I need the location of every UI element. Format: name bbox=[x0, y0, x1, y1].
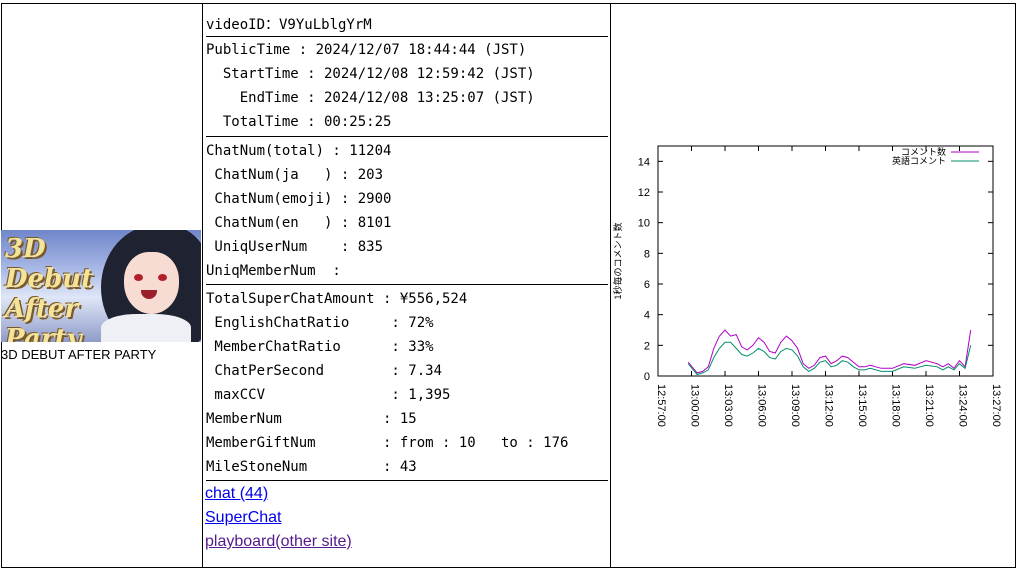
x-tick-label: 13:00:00 bbox=[689, 384, 701, 427]
english-chat-ratio: EnglishChatRatio : 72% bbox=[206, 315, 434, 331]
video-id: videoID：V9YuLblgYrM bbox=[206, 17, 372, 33]
chat-num-total: ChatNum(total) : 11204 bbox=[206, 143, 392, 159]
series-line-1 bbox=[687, 329, 972, 374]
total-superchat-amount: TotalSuperChatAmount : ¥556,524 bbox=[206, 291, 468, 307]
character-clothes bbox=[101, 314, 191, 342]
start-time: StartTime : 2024/12/08 12:59:42 (JST) bbox=[206, 66, 535, 82]
y-tick-label: 2 bbox=[644, 340, 650, 352]
x-tick-label: 13:15:00 bbox=[856, 384, 868, 427]
x-tick-label: 12:57:00 bbox=[655, 384, 667, 427]
y-tick-label: 0 bbox=[644, 371, 650, 383]
chat-num-en: ChatNum(en ) : 8101 bbox=[206, 215, 392, 231]
x-tick-label: 13:12:00 bbox=[823, 384, 835, 427]
character-face bbox=[124, 252, 179, 314]
column-divider bbox=[202, 3, 203, 568]
column-divider bbox=[610, 3, 611, 568]
section-divider bbox=[206, 136, 608, 137]
section-divider bbox=[206, 480, 608, 481]
x-tick-label: 13:09:00 bbox=[789, 384, 801, 427]
y-tick-label: 4 bbox=[644, 310, 650, 322]
member-num: MemberNum : 15 bbox=[206, 411, 417, 427]
x-tick-label: 13:18:00 bbox=[890, 384, 902, 427]
character-mouth bbox=[141, 290, 157, 299]
member-gift-num: MemberGiftNum : from : 10 to : 176 bbox=[206, 435, 569, 451]
video-title: 3D DEBUT AFTER PARTY bbox=[1, 347, 157, 362]
x-tick-label: 13:21:00 bbox=[923, 384, 935, 427]
legend-label: 英語コメント bbox=[892, 155, 946, 166]
video-thumbnail[interactable]: 3D Debut After Party bbox=[1, 230, 201, 342]
thumbnail-title-art: 3D Debut After Party bbox=[5, 234, 94, 342]
chat-num-emoji: ChatNum(emoji) : 2900 bbox=[206, 191, 392, 207]
character-eye bbox=[158, 274, 167, 281]
member-chat-ratio: MemberChatRatio : 33% bbox=[206, 339, 434, 355]
y-tick-label: 6 bbox=[644, 279, 650, 291]
chat-link[interactable]: chat (44) bbox=[205, 485, 269, 502]
thumbnail-cell: 3D Debut After Party 3D DEBUT AFTER PART… bbox=[1, 230, 202, 362]
x-tick-label: 13:06:00 bbox=[756, 384, 768, 427]
series-line-2 bbox=[687, 341, 972, 376]
milestone-num: MileStoneNum : 43 bbox=[206, 459, 417, 475]
comment-rate-chart: 0 2 4 6 8 10 12 14 12:57:00 13:00:00 13:03:00 13:06… bbox=[611, 130, 1011, 440]
y-tick-label: 14 bbox=[638, 156, 650, 168]
playboard-link[interactable]: playboard(other site) bbox=[205, 533, 352, 550]
superchat-link[interactable]: SuperChat bbox=[205, 509, 282, 526]
end-time: EndTime : 2024/12/08 13:25:07 (JST) bbox=[206, 90, 535, 106]
plot-frame bbox=[657, 145, 994, 377]
y-axis-label: 1秒毎のコメント数 bbox=[612, 222, 623, 299]
y-tick-label: 12 bbox=[638, 187, 650, 199]
uniq-user-num: UniqUserNum : 835 bbox=[206, 239, 384, 255]
max-ccv: maxCCV : 1,395 bbox=[206, 387, 451, 403]
y-tick-label: 10 bbox=[638, 218, 650, 230]
chat-per-second: ChatPerSecond : 7.34 bbox=[206, 363, 443, 379]
x-tick-label: 13:24:00 bbox=[957, 384, 969, 427]
legend-label: コメント数 bbox=[901, 146, 946, 157]
y-tick-label: 8 bbox=[644, 248, 650, 260]
section-divider bbox=[206, 284, 608, 285]
chat-num-ja: ChatNum(ja ) : 203 bbox=[206, 167, 384, 183]
x-tick-label: 13:03:00 bbox=[722, 384, 734, 427]
total-time: TotalTime : 00:25:25 bbox=[206, 114, 392, 130]
x-tick-label: 13:27:00 bbox=[990, 384, 1002, 427]
public-time: PublicTime : 2024/12/07 18:44:44 (JST) bbox=[206, 42, 527, 58]
character-eye bbox=[134, 274, 143, 281]
uniq-member-num: UniqMemberNum : bbox=[206, 263, 341, 279]
section-divider bbox=[206, 36, 608, 37]
chart-svg: 0 2 4 6 8 10 12 14 12:57:00 13:00:00 13:03:00 13:06… bbox=[612, 145, 1002, 427]
